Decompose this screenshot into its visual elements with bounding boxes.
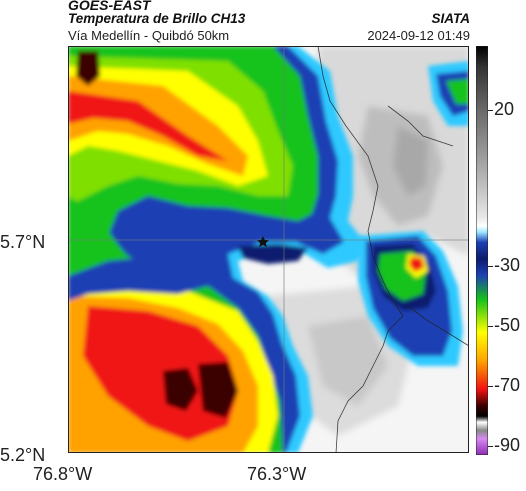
x-tick-76-8W: 76.8°W (33, 464, 93, 484)
colorbar-tick-minus-70: -70 (494, 375, 521, 395)
colorbar-tick-20: 20 (494, 99, 515, 119)
timestamp-label: 2024-09-12 01:49 (367, 28, 470, 43)
colorbar-tick-minus-50: -50 (494, 315, 521, 335)
y-tick-5-7N: 5.7°N (0, 232, 46, 252)
star-icon (257, 236, 269, 247)
colorbar (476, 46, 488, 455)
route-label: Vía Medellín - Quibdó 50km (68, 28, 230, 43)
colorbar-tick-minus-30: -30 (494, 255, 521, 275)
x-tick-76-3W: 76.3°W (247, 464, 307, 484)
organization-label: SIATA (431, 11, 471, 26)
y-tick-5-2N: 5.2°N (0, 445, 46, 465)
colorbar-tick-minus-90: -90 (494, 435, 521, 455)
product-title: Temperatura de Brillo CH13 (68, 11, 246, 26)
brightness-temperature-map (68, 46, 469, 453)
satellite-title: GOES-EAST (68, 0, 151, 13)
